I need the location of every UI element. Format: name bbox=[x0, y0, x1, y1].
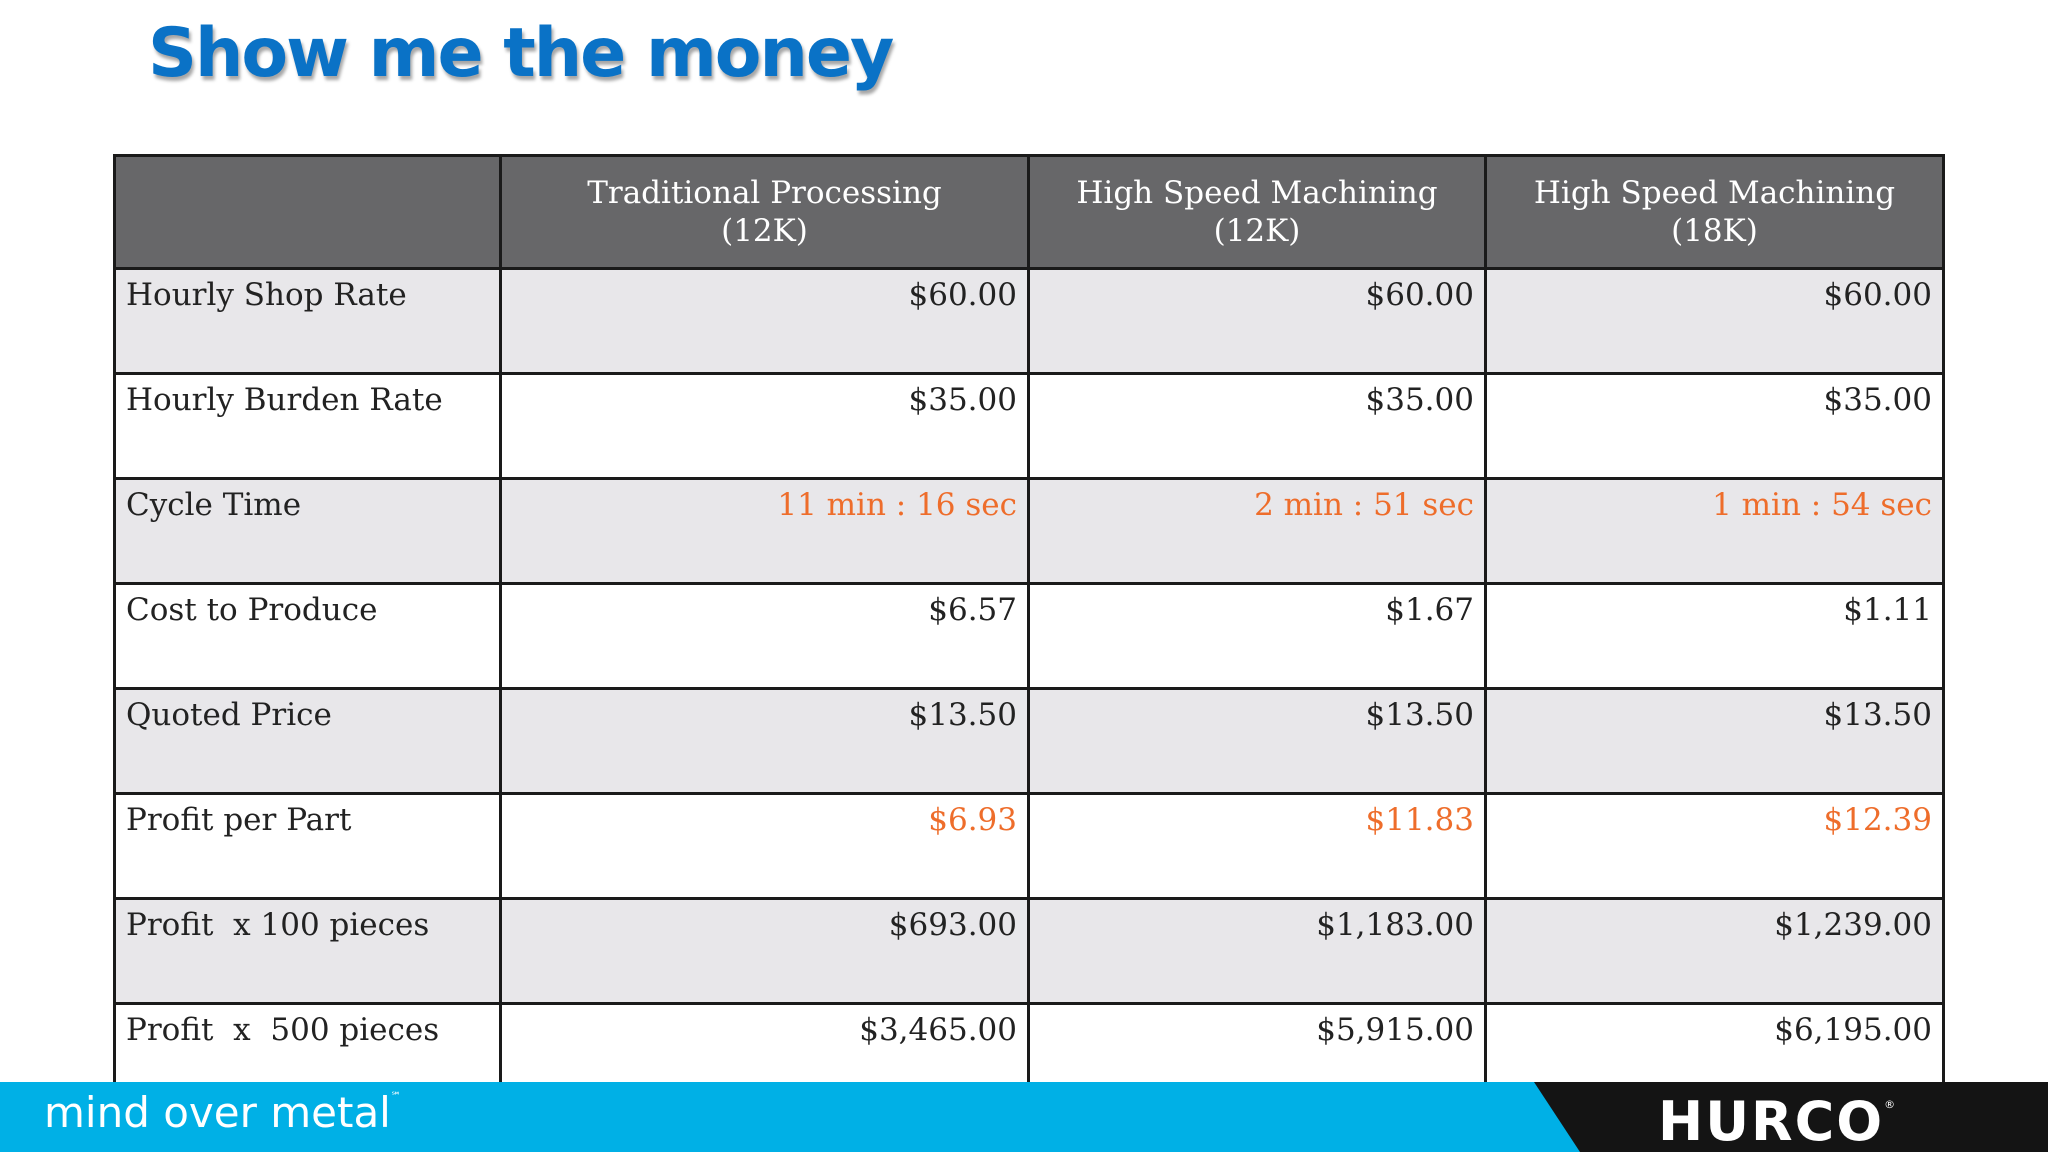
cell-value-highlight: 11 min : 16 sec bbox=[499, 477, 1030, 585]
cell-value: $1,239.00 bbox=[1484, 897, 1945, 1005]
footer-logo-panel bbox=[1534, 1082, 2048, 1152]
comparison-table: Traditional Processing (12K) High Speed … bbox=[113, 154, 1945, 1110]
cell-value: $35.00 bbox=[1484, 372, 1945, 480]
footer-tagline: mind over metal℠ bbox=[44, 1088, 401, 1137]
row-label: Cycle Time bbox=[113, 477, 502, 585]
service-mark: ℠ bbox=[390, 1091, 402, 1102]
row-label: Profit x 100 pieces bbox=[113, 897, 502, 1005]
table-row-profit-per-part: Profit per Part $6.93 $11.83 $12.39 bbox=[113, 792, 1945, 900]
cell-value: $1.67 bbox=[1027, 582, 1487, 690]
row-label: Profit per Part bbox=[113, 792, 502, 900]
page-title: Show me the money bbox=[148, 14, 894, 93]
header-traditional-12k: Traditional Processing (12K) bbox=[499, 154, 1030, 270]
logo-text: HURCO bbox=[1658, 1090, 1885, 1153]
cell-value: $60.00 bbox=[1027, 267, 1487, 375]
cell-value: $13.50 bbox=[1027, 687, 1487, 795]
cell-value-highlight: 2 min : 51 sec bbox=[1027, 477, 1487, 585]
cell-value-highlight: 1 min : 54 sec bbox=[1484, 477, 1945, 585]
cell-value: $1.11 bbox=[1484, 582, 1945, 690]
cell-value: $35.00 bbox=[1027, 372, 1487, 480]
table-row-hourly-burden-rate: Hourly Burden Rate $35.00 $35.00 $35.00 bbox=[113, 372, 1945, 480]
cell-value-highlight: $12.39 bbox=[1484, 792, 1945, 900]
cell-value: $60.00 bbox=[499, 267, 1030, 375]
header-hsm-18k-text: High Speed Machining (18K) bbox=[1533, 175, 1896, 249]
cell-value: $6.57 bbox=[499, 582, 1030, 690]
cell-value: $13.50 bbox=[499, 687, 1030, 795]
row-label: Cost to Produce bbox=[113, 582, 502, 690]
cell-value: $60.00 bbox=[1484, 267, 1945, 375]
header-empty-cell bbox=[113, 154, 502, 270]
header-hsm-18k: High Speed Machining (18K) bbox=[1484, 154, 1945, 270]
header-hsm-12k-text: High Speed Machining (12K) bbox=[1076, 175, 1438, 249]
header-traditional-12k-text: Traditional Processing (12K) bbox=[587, 175, 942, 249]
cell-value-highlight: $6.93 bbox=[499, 792, 1030, 900]
row-label: Hourly Shop Rate bbox=[113, 267, 502, 375]
hurco-logo: HURCO® bbox=[1658, 1090, 1897, 1153]
cell-value: $1,183.00 bbox=[1027, 897, 1487, 1005]
cell-value: $35.00 bbox=[499, 372, 1030, 480]
cell-value: $693.00 bbox=[499, 897, 1030, 1005]
header-hsm-12k: High Speed Machining (12K) bbox=[1027, 154, 1487, 270]
row-label: Quoted Price bbox=[113, 687, 502, 795]
table-row-hourly-shop-rate: Hourly Shop Rate $60.00 $60.00 $60.00 bbox=[113, 267, 1945, 375]
row-label: Hourly Burden Rate bbox=[113, 372, 502, 480]
table-row-cycle-time: Cycle Time 11 min : 16 sec 2 min : 51 se… bbox=[113, 477, 1945, 585]
cell-value-highlight: $11.83 bbox=[1027, 792, 1487, 900]
table-header-row: Traditional Processing (12K) High Speed … bbox=[113, 154, 1945, 270]
table-row-cost-to-produce: Cost to Produce $6.57 $1.67 $1.11 bbox=[113, 582, 1945, 690]
tagline-text: mind over metal bbox=[44, 1088, 391, 1137]
cell-value: $13.50 bbox=[1484, 687, 1945, 795]
registered-mark: ® bbox=[1884, 1098, 1898, 1111]
table-row-profit-x100: Profit x 100 pieces $693.00 $1,183.00 $1… bbox=[113, 897, 1945, 1005]
table-row-quoted-price: Quoted Price $13.50 $13.50 $13.50 bbox=[113, 687, 1945, 795]
